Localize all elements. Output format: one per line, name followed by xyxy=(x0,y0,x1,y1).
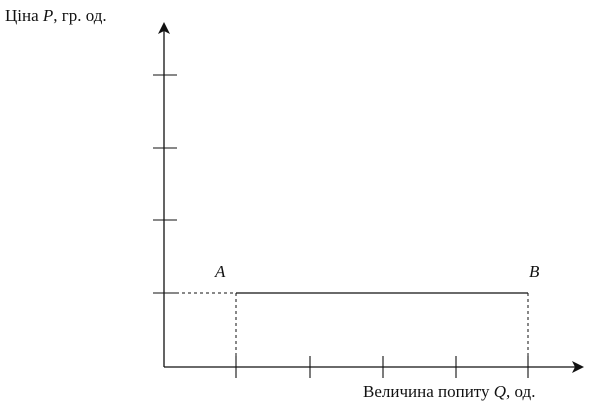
point-label-a: A xyxy=(214,262,226,281)
y-axis-ticks xyxy=(153,74,177,294)
x-axis-label: Величина попиту Q, од. xyxy=(363,382,535,401)
y-axis-label: Ціна P, гр. од. xyxy=(5,6,107,25)
point-label-b: B xyxy=(529,262,540,281)
